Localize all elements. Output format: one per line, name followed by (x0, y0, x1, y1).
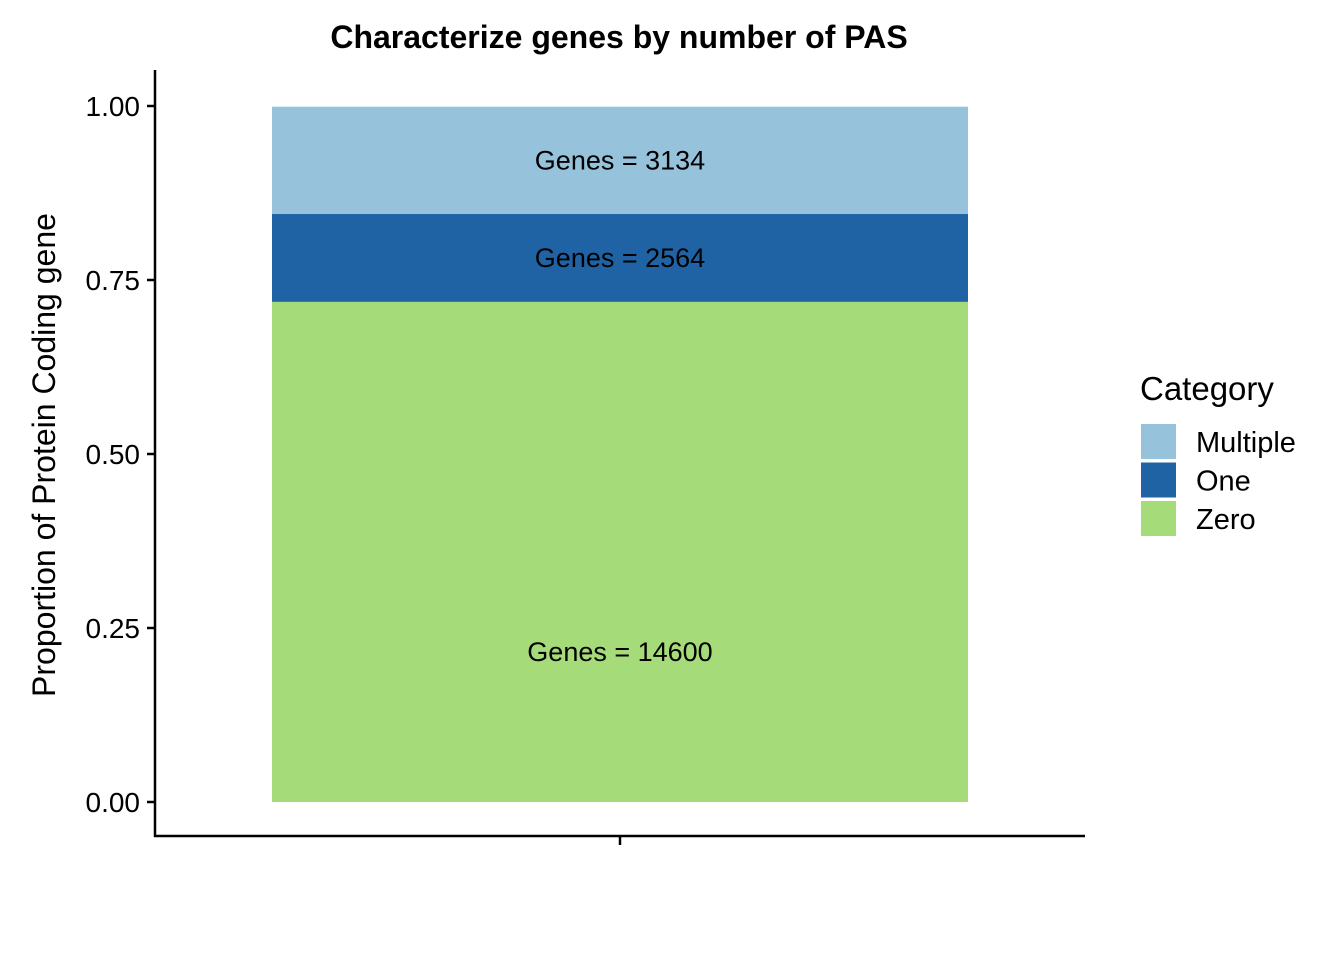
y-axis: 0.00 0.25 0.50 0.75 1.00 (86, 70, 157, 837)
y-tick-label: 0.00 (86, 787, 141, 818)
bar-segment-one (272, 214, 968, 302)
legend-items: Multiple One Zero (1141, 424, 1296, 536)
bar-segment-multiple (272, 106, 968, 215)
bar-segment-zero (272, 301, 968, 802)
bar-label-one: Genes = 2564 (535, 243, 705, 273)
legend-swatch-one (1141, 462, 1176, 498)
legend-label-multiple: Multiple (1196, 427, 1296, 459)
y-tick-label: 1.00 (86, 91, 141, 122)
legend-label-one: One (1196, 466, 1251, 498)
y-tick-label: 0.25 (86, 613, 141, 644)
legend-title: Category (1140, 370, 1274, 407)
chart-title: Characterize genes by number of PAS (330, 19, 907, 55)
x-axis (154, 834, 1085, 845)
legend-swatch-multiple (1141, 424, 1176, 459)
y-tick-label: 0.50 (86, 439, 141, 470)
legend-swatch-zero (1141, 501, 1176, 536)
legend: Category Multiple One Zero (1140, 370, 1296, 536)
bar-group (272, 106, 968, 802)
y-tick-label: 0.75 (86, 265, 141, 296)
bar-label-multiple: Genes = 3134 (535, 145, 705, 175)
legend-label-zero: Zero (1196, 504, 1256, 536)
y-axis-label: Proportion of Protein Coding gene (26, 213, 62, 697)
bar-label-zero: Genes = 14600 (527, 637, 712, 667)
bar-label-group: Genes = 14600 Genes = 2564 Genes = 3134 (527, 145, 712, 667)
